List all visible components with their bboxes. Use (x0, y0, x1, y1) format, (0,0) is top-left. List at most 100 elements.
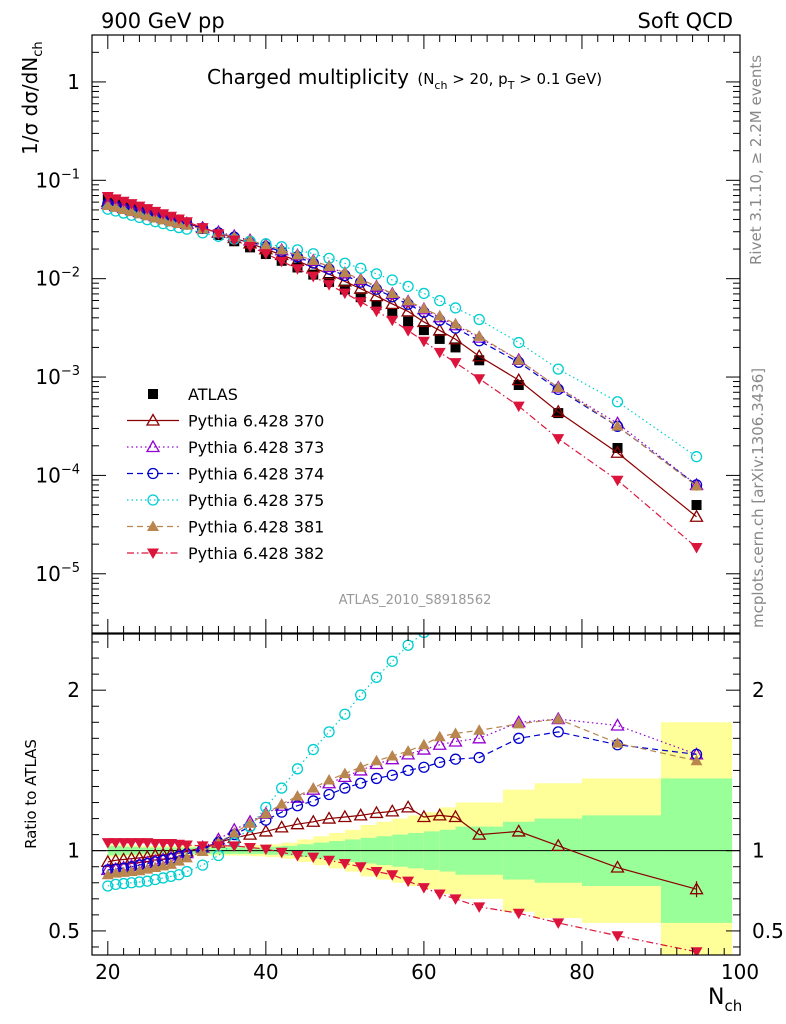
legend-label: Pythia 6.428 375 (188, 491, 324, 510)
ratio-tick-label-right: 0.5 (752, 919, 784, 943)
ratio-point (511, 824, 526, 837)
ratio-point (323, 855, 336, 867)
y-tick-label: 10−4 (35, 462, 80, 487)
ratio-point (101, 838, 114, 849)
title-suffix-prefix: (N (417, 70, 434, 88)
data-point (354, 273, 367, 284)
ratio-point (611, 737, 624, 748)
data-point (291, 264, 304, 275)
ratio-point (513, 732, 525, 744)
data-point (371, 300, 382, 311)
title-suffix-sub2: T (507, 79, 515, 92)
ratio-point (124, 851, 139, 864)
data-point (117, 203, 130, 214)
data-point (370, 280, 383, 291)
ratio-point (276, 782, 288, 794)
data-point (386, 274, 398, 286)
data-point (433, 347, 446, 359)
data-point (353, 281, 368, 294)
ratio-point (432, 808, 447, 821)
data-point (552, 363, 564, 375)
ratio-point (307, 852, 320, 864)
data-point (551, 404, 566, 417)
ratio-point (417, 883, 430, 894)
ratio-point (355, 689, 367, 701)
data-point (403, 316, 414, 327)
ratio-point (552, 918, 565, 929)
header-right: Soft QCD (638, 9, 733, 33)
ratio-frame (91, 633, 741, 956)
ratio-point (369, 805, 384, 819)
ratio-point (611, 931, 624, 942)
data-point (386, 315, 399, 327)
y-tick-label: 10−2 (35, 266, 80, 291)
ratio-point (291, 850, 304, 862)
data-point (355, 292, 366, 303)
ratio-point (291, 790, 304, 801)
ratio-point (552, 713, 565, 724)
data-point (513, 336, 525, 349)
ratio-point (117, 877, 130, 890)
y-tick-label: 10−5 (35, 561, 80, 586)
ratio-point (690, 947, 703, 955)
ratio-point (473, 724, 486, 735)
legend-label: ATLAS (188, 385, 238, 404)
ratio-series (100, 613, 704, 955)
ratio-tick-label-left: 1 (67, 839, 80, 863)
ratio-point (449, 894, 462, 905)
legend-label: Pythia 6.428 381 (188, 518, 324, 537)
data-point (552, 434, 565, 445)
main-frame (91, 34, 741, 634)
data-point (402, 280, 414, 293)
data-point (244, 242, 257, 253)
y-tick-base: 1 (67, 70, 80, 94)
data-point (417, 336, 430, 348)
data-point (212, 229, 225, 240)
data-point (416, 314, 432, 328)
rivet-label: Rivet 3.1.10, ≥ 2.2M events (747, 55, 765, 265)
data-point (449, 318, 462, 329)
legend-marker (147, 467, 159, 480)
x-tick-label: 80 (569, 960, 594, 984)
ratio-point (259, 844, 272, 856)
ratio-point (133, 838, 146, 849)
data-point (133, 207, 146, 219)
data-point (165, 211, 178, 223)
data-point (689, 509, 704, 522)
x-tick-label: 60 (411, 960, 436, 984)
ratio-point (402, 639, 414, 651)
x-tick-label: 20 (95, 960, 120, 984)
data-point (512, 401, 525, 413)
ratio-point (402, 764, 414, 777)
ratio-point (402, 876, 415, 888)
data-point (387, 308, 398, 319)
data-point (141, 204, 154, 215)
ratio-point (354, 761, 367, 772)
data-point (691, 500, 702, 511)
y-tick-exponent: −2 (61, 266, 80, 281)
data-point (449, 358, 462, 369)
ratio-point (370, 671, 383, 683)
x-axis-label-main: N (708, 985, 724, 1010)
ratio-point (275, 798, 288, 809)
ratio-point (196, 859, 209, 871)
data-point (473, 374, 486, 385)
data-point (370, 306, 383, 318)
ratio-point (435, 613, 445, 623)
ratio-tick-label-right: 1 (752, 839, 765, 863)
ratio-point (259, 807, 272, 819)
y-tick-exponent: −4 (61, 462, 80, 477)
mcplots-label: mcplots.cern.ch [arXiv:1306.3436] (749, 368, 767, 628)
ratio-point (448, 734, 463, 747)
data-point (125, 205, 138, 217)
ratio-point (173, 869, 185, 881)
ratio-point (370, 772, 383, 785)
legend-marker (147, 494, 159, 506)
data-point (449, 302, 462, 314)
y-axis-label-main: 1/σ dσ/dN (18, 57, 42, 155)
data-point (611, 396, 624, 408)
title-suffix-mid: > 20, p (447, 70, 507, 88)
ratio-point (512, 908, 525, 920)
y-tick-exponent: −3 (61, 364, 80, 379)
